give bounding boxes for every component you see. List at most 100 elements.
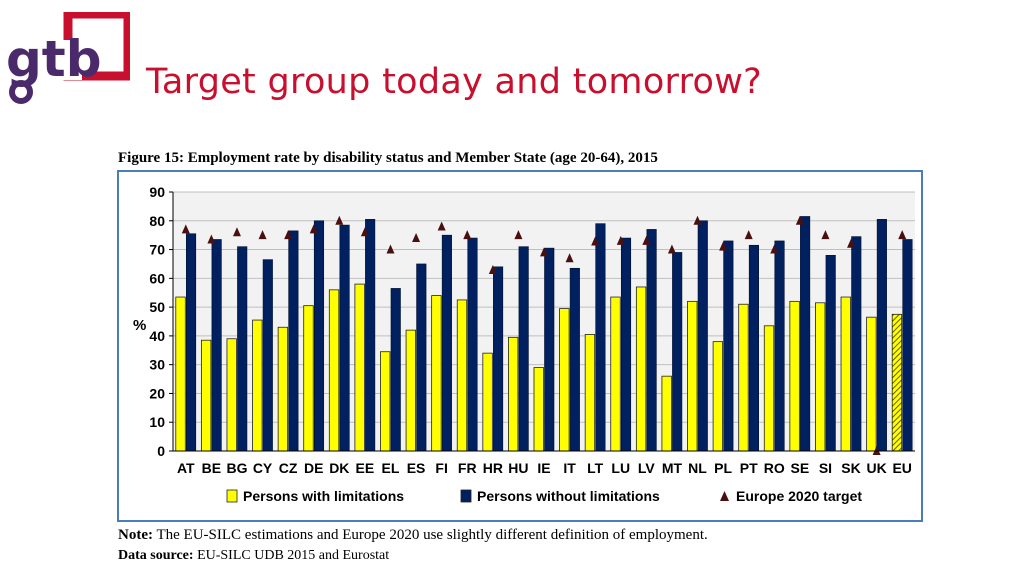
- x-tick-label: CZ: [279, 460, 298, 476]
- x-tick-label: FR: [458, 460, 477, 476]
- bar-without-limitations-be: [211, 239, 222, 452]
- slide-title: Target group today and tomorrow?: [146, 62, 763, 102]
- legend-europe-2020-target-label: Europe 2020 target: [736, 488, 862, 504]
- logo-text: gtb: [6, 30, 101, 88]
- target-marker-hu: [514, 230, 523, 240]
- bar-without-limitations-uk: [876, 219, 887, 452]
- y-tick-label: 80: [149, 213, 165, 229]
- bar-without-limitations-mt: [672, 252, 683, 452]
- bar-without-limitations-eu: [902, 239, 913, 452]
- gtb-logo: gtb: [6, 12, 130, 104]
- bar-with-limitations-lv: [635, 286, 647, 452]
- bar-with-limitations-dk: [328, 289, 340, 452]
- bar-with-limitations-uk: [866, 316, 877, 452]
- target-marker-dk: [335, 215, 344, 225]
- x-tick-label: MT: [662, 460, 683, 476]
- x-tick-label: DK: [329, 460, 349, 476]
- bar-without-limitations-lv: [646, 229, 657, 452]
- target-marker-pt: [744, 230, 753, 240]
- bar-without-limitations-dk: [339, 224, 350, 452]
- bar-without-limitations-sk: [851, 236, 862, 452]
- bar-with-limitations-nl: [687, 300, 698, 452]
- x-tick-label: BG: [226, 460, 247, 476]
- bar-with-limitations-ie: [533, 367, 544, 452]
- x-tick-label: SE: [791, 460, 810, 476]
- target-marker-at: [181, 224, 190, 234]
- bar-with-limitations-se: [789, 300, 800, 452]
- x-tick-label: HR: [483, 460, 503, 476]
- x-tick-label: AT: [177, 460, 195, 476]
- bar-without-limitations-si: [825, 255, 836, 452]
- bar-without-limitations-fr: [467, 237, 478, 452]
- chart-frame: 0 10 20 30 40 50 60 70 80 90 AT BE BG CY CZ DE DK EE EL ES…: [117, 170, 923, 522]
- x-tick-label: NL: [688, 460, 707, 476]
- bar-without-limitations-lt: [595, 223, 606, 452]
- bar-with-limitations-fi: [431, 295, 442, 452]
- legend-with-limitations-swatch: [226, 489, 238, 503]
- bar-with-limitations-pl: [712, 341, 724, 452]
- x-tick-label: SK: [841, 460, 860, 476]
- bar-with-limitations-mt: [661, 375, 672, 452]
- y-tick-label: 40: [149, 328, 165, 344]
- x-tick-label: PT: [740, 460, 758, 476]
- x-tick-label: IE: [537, 460, 550, 476]
- bar-without-limitations-lu: [620, 237, 632, 452]
- bar-without-limitations-nl: [697, 220, 708, 452]
- x-tick-label: HU: [508, 460, 528, 476]
- bar-with-limitations-ro: [763, 325, 775, 452]
- legend-without-limitations-label: Persons without limitations: [477, 488, 660, 504]
- target-marker-eu: [898, 230, 907, 240]
- target-marker-fi: [437, 221, 446, 231]
- bar-without-limitations-fi: [441, 234, 452, 452]
- logo-g-tail: [9, 80, 33, 104]
- bar-with-limitations-lu: [610, 296, 621, 452]
- x-tick-label: PL: [714, 460, 732, 476]
- x-tick-label: EL: [382, 460, 400, 476]
- bar-without-limitations-pt: [748, 244, 759, 452]
- x-tick-label: LV: [638, 460, 656, 476]
- y-tick-label: 10: [149, 414, 165, 430]
- target-marker-mt: [667, 244, 676, 254]
- bar-without-limitations-es: [416, 263, 427, 452]
- target-marker-el: [386, 244, 395, 254]
- x-tick-label: EE: [356, 460, 375, 476]
- bar-with-limitations-de: [303, 305, 314, 452]
- bar-with-limitations-hu: [508, 336, 519, 452]
- bar-with-limitations-hr: [482, 352, 493, 452]
- x-tick-label: SI: [819, 460, 832, 476]
- target-marker-cy: [258, 230, 267, 240]
- legend-europe-2020-target-swatch: [720, 491, 729, 501]
- bar-with-limitations-cy: [252, 319, 263, 452]
- bar-without-limitations-it: [569, 267, 580, 452]
- bar-without-limitations-de: [313, 220, 325, 452]
- target-marker-ie: [540, 247, 548, 257]
- legend-with-limitations-label: Persons with limitations: [243, 488, 404, 504]
- bar-with-limitations-be: [200, 339, 212, 452]
- bar-without-limitations-pl: [723, 240, 734, 452]
- bar-with-limitations-fr: [456, 299, 468, 452]
- x-tick-label: LT: [587, 460, 604, 476]
- target-marker-es: [412, 233, 421, 243]
- target-marker-ro: [770, 244, 779, 254]
- source-label: Data source:: [118, 548, 194, 563]
- target-marker-se: [795, 215, 804, 225]
- bar-with-limitations-cz: [277, 326, 289, 452]
- target-marker-sk: [847, 238, 856, 248]
- target-marker-hr: [488, 264, 497, 274]
- target-marker-ee: [360, 227, 369, 237]
- bar-with-limitations-si: [815, 302, 826, 452]
- x-tick-label: UK: [867, 460, 887, 476]
- target-marker-lu: [616, 235, 625, 245]
- legend-without-limitations-swatch: [460, 489, 472, 503]
- bar-with-limitations-pt: [738, 303, 749, 452]
- target-marker-pl: [719, 241, 728, 251]
- figure-note: Note: The EU-SILC estimations and Europe…: [118, 527, 708, 544]
- y-axis-label: %: [133, 317, 146, 334]
- bar-without-limitations-ie: [544, 247, 555, 452]
- y-tick-label: 70: [149, 242, 165, 258]
- bar-without-limitations-se: [800, 216, 811, 452]
- bar-without-limitations-at: [185, 233, 197, 452]
- source-text: EU-SILC UDB 2015 and Eurostat: [197, 548, 390, 563]
- x-tick-label: CY: [253, 460, 273, 476]
- target-marker-fr: [463, 230, 472, 240]
